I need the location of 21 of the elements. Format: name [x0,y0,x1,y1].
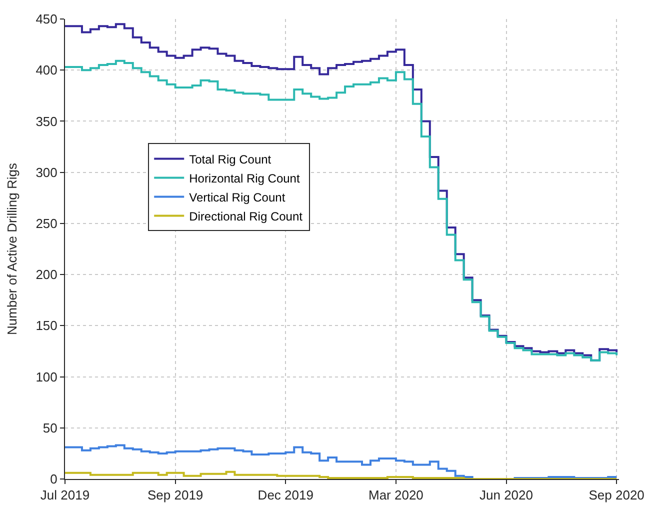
x-tick-label: Jul 2019 [40,488,90,503]
y-tick-label: 150 [36,318,58,334]
x-tick-label: Jun 2020 [480,488,534,503]
y-tick-label: 300 [36,164,58,180]
y-tick-label: 100 [36,369,58,384]
x-tick-label: Sep 2019 [147,488,204,503]
y-tick-label: 350 [36,114,58,129]
x-tick-label: Mar 2020 [368,488,424,503]
legend-label: Vertical Rig Count [189,190,286,204]
y-axis-title: Number of Active Drilling Rigs [4,162,20,335]
x-tick-label: Dec 2019 [258,488,314,503]
y-tick-label: 200 [36,267,58,282]
y-tick-label: 400 [36,62,58,78]
legend-label: Horizontal Rig Count [189,171,300,186]
x-tick-label: Sep 2020 [588,488,644,503]
legend-label: Directional Rig Count [189,209,304,224]
y-tick-label: 0 [50,472,58,487]
y-tick-label: 250 [36,216,58,231]
y-tick-label: 450 [36,12,58,27]
y-tick-label: 50 [42,420,58,436]
legend-label: Total Rig Count [189,152,272,166]
